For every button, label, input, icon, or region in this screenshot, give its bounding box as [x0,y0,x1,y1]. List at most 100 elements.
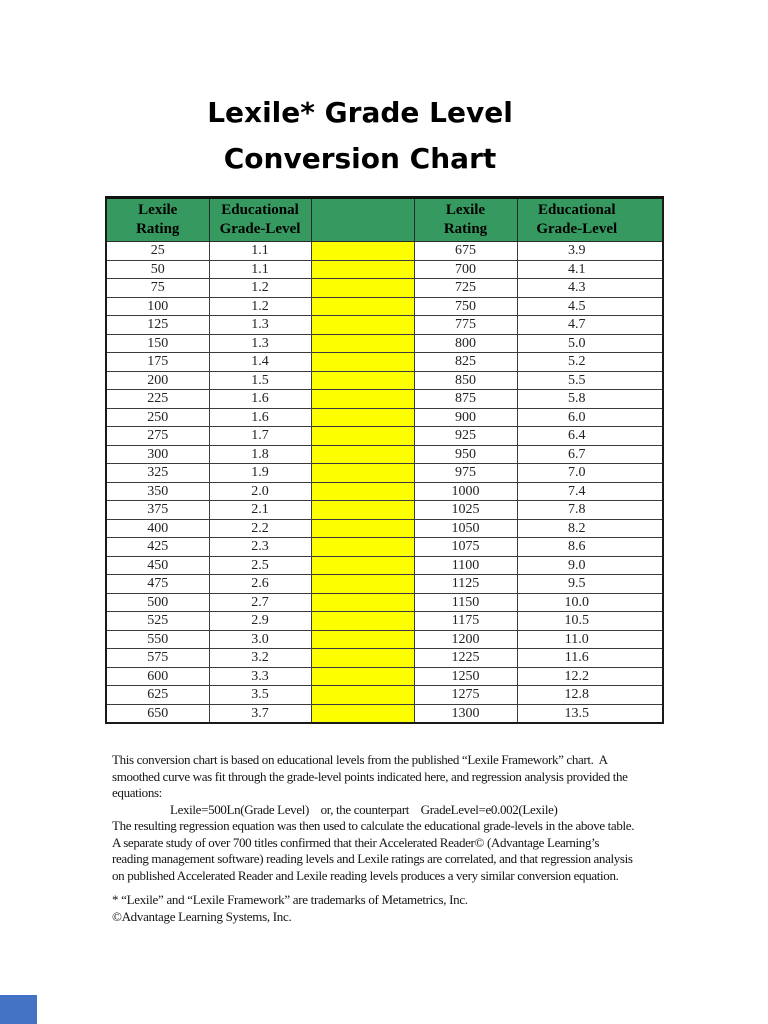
grade-level-cell: 13.5 [516,703,664,724]
separator-cell [310,629,415,649]
lexile-rating-cell: 725 [413,278,518,298]
separator-cell [310,592,415,612]
grade-level-cell: 3.9 [516,241,664,261]
lexile-rating-cell: 750 [413,296,518,316]
separator-cell [310,389,415,409]
table-row: 350 2.0 1000 7.4 [105,481,664,501]
separator-cell [310,537,415,557]
lexile-rating-cell: 625 [105,685,210,705]
lexile-rating-cell: 1150 [413,592,518,612]
table-row: 300 1.8 950 6.7 [105,444,664,464]
note-line: This conversion chart is based on educat… [112,752,608,767]
page-title-line1: Lexile* Grade Level [207,96,513,129]
grade-level-cell: 11.0 [516,629,664,649]
header-grade-level-right: Educational Grade-Level [516,197,664,242]
table-row: 450 2.5 1100 9.0 [105,555,664,575]
lexile-rating-cell: 775 [413,315,518,335]
separator-cell [310,685,415,705]
grade-level-cell: 4.3 [516,278,664,298]
page-title: Lexile* Grade Level Conversion Chart [0,90,720,182]
grade-level-cell: 6.4 [516,426,664,446]
grade-level-cell: 8.6 [516,537,664,557]
grade-level-cell: 1.4 [208,352,312,372]
grade-level-cell: 4.7 [516,315,664,335]
separator-cell [310,315,415,335]
lexile-rating-cell: 425 [105,537,210,557]
lexile-rating-cell: 525 [105,611,210,631]
separator-cell [310,463,415,483]
lexile-rating-cell: 1025 [413,500,518,520]
separator-cell [310,500,415,520]
header-separator [310,197,415,242]
table-row: 600 3.3 1250 12.2 [105,666,664,686]
table-row: 50 1.1 700 4.1 [105,259,664,279]
grade-level-cell: 1.6 [208,389,312,409]
separator-cell [310,666,415,686]
table-body: 25 1.1 675 3.9 50 1.1 700 4.1 75 1.2 725 4.3 100 1.2 7… [105,241,664,724]
lexile-rating-cell: 650 [105,703,210,724]
grade-level-cell: 12.2 [516,666,664,686]
lexile-rating-cell: 150 [105,333,210,353]
lexile-rating-cell: 250 [105,407,210,427]
table-row: 125 1.3 775 4.7 [105,315,664,335]
separator-cell [310,278,415,298]
table-row: 150 1.3 800 5.0 [105,333,664,353]
grade-level-cell: 1.8 [208,444,312,464]
grade-level-cell: 5.5 [516,370,664,390]
lexile-rating-cell: 375 [105,500,210,520]
lexile-rating-cell: 500 [105,592,210,612]
lexile-rating-cell: 675 [413,241,518,261]
lexile-rating-cell: 1225 [413,648,518,668]
grade-level-cell: 1.2 [208,278,312,298]
lexile-rating-cell: 1100 [413,555,518,575]
grade-level-cell: 7.8 [516,500,664,520]
grade-level-cell: 3.7 [208,703,312,724]
lexile-rating-cell: 275 [105,426,210,446]
separator-cell [310,611,415,631]
header-lexile-rating-right: Lexile Rating [413,197,518,242]
lexile-rating-cell: 325 [105,463,210,483]
note-line: The resulting regression equation was th… [112,818,635,833]
lexile-rating-cell: 475 [105,574,210,594]
table-row: 650 3.7 1300 13.5 [105,703,664,724]
table-row: 375 2.1 1025 7.8 [105,500,664,520]
grade-level-cell: 1.3 [208,333,312,353]
note-line: Lexile=500Ln(Grade Level) or, the counte… [112,801,558,817]
table-row: 325 1.9 975 7.0 [105,463,664,483]
footnote-line: * “Lexile” and “Lexile Framework” are tr… [112,892,468,907]
table-row: 175 1.4 825 5.2 [105,352,664,372]
grade-level-cell: 2.1 [208,500,312,520]
lexile-rating-cell: 450 [105,555,210,575]
table-row: 100 1.2 750 4.5 [105,296,664,316]
note-line: reading management software) reading lev… [112,851,633,866]
grade-level-cell: 1.6 [208,407,312,427]
grade-level-cell: 1.1 [208,259,312,279]
grade-level-cell: 1.2 [208,296,312,316]
table-row: 425 2.3 1075 8.6 [105,537,664,557]
lexile-rating-cell: 25 [105,241,210,261]
lexile-rating-cell: 1000 [413,481,518,501]
header-row: Lexile Rating Educational Grade-Level Le… [105,197,664,242]
grade-level-cell: 2.6 [208,574,312,594]
lexile-rating-cell: 1050 [413,518,518,538]
grade-level-cell: 3.3 [208,666,312,686]
table-row: 625 3.5 1275 12.8 [105,685,664,705]
conversion-table: Lexile Rating Educational Grade-Level Le… [105,196,664,724]
grade-level-cell: 2.5 [208,555,312,575]
lexile-rating-cell: 1075 [413,537,518,557]
separator-cell [310,426,415,446]
separator-cell [310,648,415,668]
grade-level-cell: 1.9 [208,463,312,483]
lexile-rating-cell: 950 [413,444,518,464]
table-row: 475 2.6 1125 9.5 [105,574,664,594]
grade-level-cell: 1.1 [208,241,312,261]
grade-level-cell: 10.5 [516,611,664,631]
grade-level-cell: 7.4 [516,481,664,501]
lexile-rating-cell: 200 [105,370,210,390]
grade-level-cell: 12.8 [516,685,664,705]
table-row: 225 1.6 875 5.8 [105,389,664,409]
note-line: equations: [112,785,162,800]
lexile-rating-cell: 50 [105,259,210,279]
note-line: on published Accelerated Reader and Lexi… [112,867,619,883]
lexile-rating-cell: 225 [105,389,210,409]
